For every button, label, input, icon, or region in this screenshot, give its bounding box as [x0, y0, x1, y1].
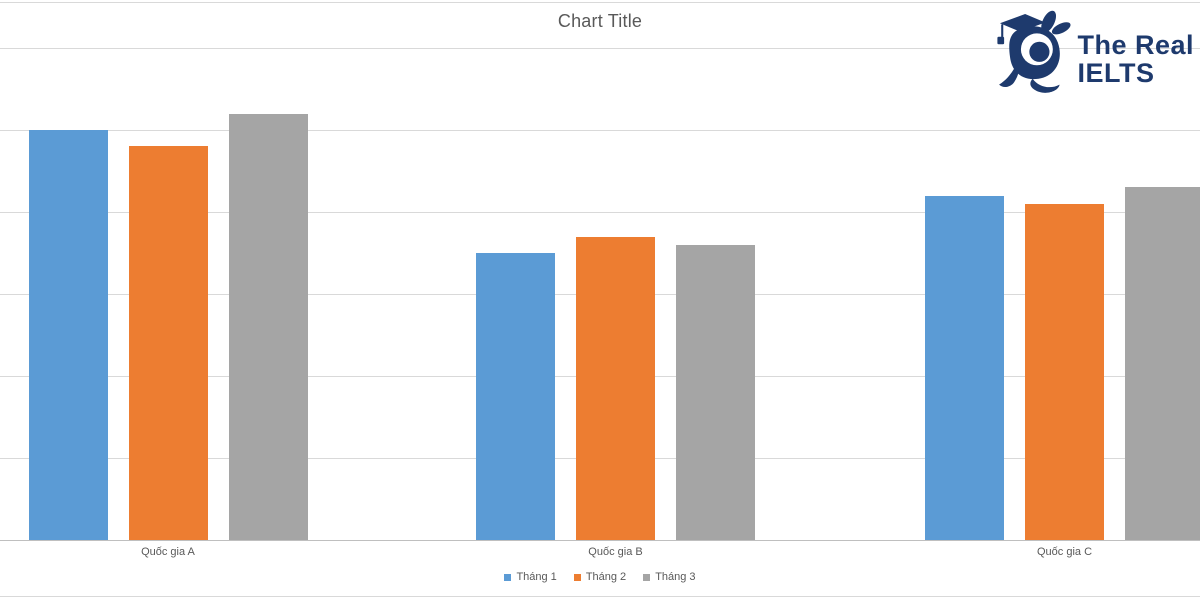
legend-item-thang-1[interactable]: Tháng 1: [504, 571, 557, 583]
legend-label: Tháng 1: [516, 571, 557, 583]
bar-series2-category1[interactable]: [128, 146, 208, 540]
gridline: [0, 130, 1200, 131]
legend-label: Tháng 3: [655, 571, 696, 583]
bar-series1-category3[interactable]: [925, 195, 1004, 540]
bar-series3-category3[interactable]: [1125, 187, 1200, 540]
bar-series1-category2[interactable]: [476, 253, 555, 540]
bar-series3-category2[interactable]: [676, 244, 755, 540]
legend-swatch-thang-3: [643, 573, 651, 581]
logo: The Real IELTS: [989, 4, 1194, 98]
legend: Tháng 1 Tháng 2 Tháng 3: [0, 571, 1200, 583]
category-label-1: Quốc gia A: [141, 546, 195, 558]
logo-text-line1: The Real: [1077, 30, 1194, 60]
gridline: [0, 212, 1200, 213]
legend-swatch-thang-2: [573, 573, 581, 581]
legend-item-thang-3[interactable]: Tháng 3: [643, 571, 696, 583]
chart-title: Chart Title: [557, 11, 643, 31]
bar-series1-category1[interactable]: [28, 130, 108, 540]
category-label-2: Quốc gia B: [588, 546, 643, 558]
legend-label: Tháng 2: [585, 571, 627, 583]
gridline: [0, 48, 1200, 49]
bar-series2-category3[interactable]: [1025, 203, 1104, 540]
chart-top-border: [0, 2, 1200, 3]
logo-text-line2: IELTS: [1077, 58, 1155, 89]
rabbit-graduation-cap-icon: [997, 10, 1071, 93]
bar-series3-category1[interactable]: [228, 113, 308, 540]
legend-item-thang-2[interactable]: Tháng 2: [573, 571, 627, 583]
category-label-3: Quốc gia C: [1036, 546, 1093, 558]
legend-swatch-thang-1: [504, 573, 512, 581]
x-axis-line: [0, 540, 1200, 541]
bar-series2-category2[interactable]: [576, 236, 655, 540]
logo-text: The Real IELTS: [1077, 31, 1194, 88]
chart-bottom-border: [0, 596, 1200, 597]
